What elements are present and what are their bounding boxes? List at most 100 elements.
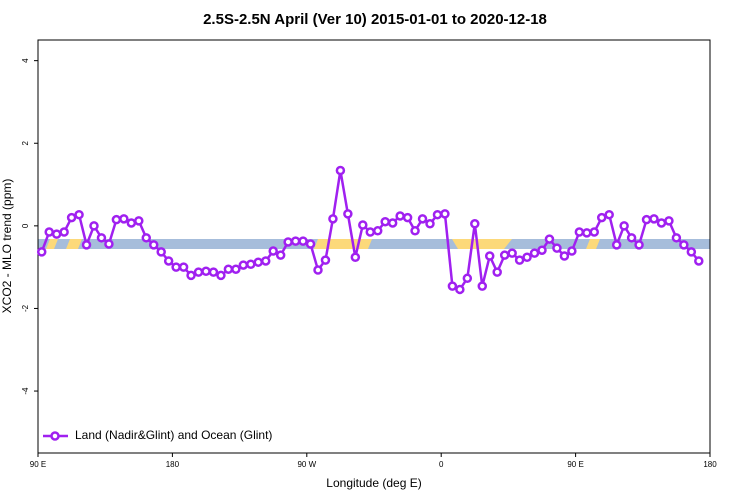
data-point bbox=[514, 255, 525, 265]
surface-band bbox=[38, 239, 710, 249]
data-point bbox=[290, 236, 301, 246]
legend-marker bbox=[50, 431, 60, 441]
data-point bbox=[343, 209, 353, 219]
data-point bbox=[275, 250, 286, 260]
data-point bbox=[246, 259, 256, 270]
data-point bbox=[537, 245, 547, 255]
ocean-band bbox=[38, 239, 710, 249]
data-point bbox=[596, 212, 607, 223]
data-point bbox=[664, 216, 674, 226]
data-point bbox=[268, 246, 278, 256]
x-tick-label: 0 bbox=[439, 460, 444, 469]
data-point bbox=[111, 214, 122, 225]
plot-frame bbox=[37, 39, 711, 454]
data-point bbox=[402, 212, 413, 223]
data-point bbox=[507, 248, 517, 258]
data-point bbox=[604, 209, 614, 220]
data-point bbox=[395, 211, 405, 221]
data-point bbox=[484, 251, 495, 261]
land-band bbox=[46, 239, 58, 249]
data-point bbox=[208, 267, 219, 277]
data-point bbox=[126, 218, 137, 228]
data-point bbox=[440, 209, 450, 219]
data-point bbox=[171, 262, 181, 272]
land-band bbox=[452, 239, 512, 249]
data-point bbox=[574, 227, 585, 237]
x-tick-label: 90 W bbox=[297, 460, 316, 469]
data-point bbox=[298, 236, 308, 246]
data-point bbox=[223, 264, 234, 274]
data-point bbox=[567, 246, 577, 256]
y-tick-label: 0 bbox=[21, 223, 30, 228]
data-point bbox=[582, 228, 592, 238]
data-point bbox=[59, 227, 69, 237]
data-point bbox=[305, 239, 316, 249]
data-point bbox=[492, 267, 502, 277]
data-point bbox=[455, 284, 465, 295]
data-point bbox=[522, 252, 532, 262]
data-point bbox=[44, 227, 54, 237]
y-axis-label: XCO2 - MLO trend (ppm) bbox=[0, 179, 14, 314]
data-point bbox=[425, 219, 435, 229]
data-point bbox=[626, 233, 637, 243]
data-point bbox=[156, 247, 166, 257]
x-axis-label: Longitude (deg E) bbox=[326, 476, 421, 490]
data-point bbox=[283, 237, 293, 247]
y-tick-label: 2 bbox=[21, 140, 30, 145]
data-point bbox=[559, 251, 570, 261]
legend-label: Land (Nadir&Glint) and Ocean (Glint) bbox=[75, 428, 272, 442]
data-point bbox=[611, 240, 622, 250]
data-point bbox=[141, 233, 152, 243]
data-point bbox=[134, 216, 144, 226]
data-point bbox=[380, 216, 390, 227]
data-point bbox=[649, 214, 659, 224]
data-point bbox=[470, 219, 480, 229]
data-point bbox=[260, 256, 271, 266]
data-point bbox=[365, 227, 376, 237]
data-point bbox=[671, 233, 682, 243]
data-point bbox=[231, 264, 241, 274]
data-point bbox=[328, 214, 338, 224]
data-point bbox=[96, 233, 107, 243]
data-point bbox=[499, 250, 510, 260]
data-point bbox=[216, 270, 226, 281]
data-point bbox=[462, 273, 473, 284]
data-point bbox=[694, 256, 704, 266]
data-point bbox=[656, 218, 667, 228]
data-point bbox=[193, 267, 204, 277]
data-point bbox=[74, 209, 84, 220]
y-tick-label: -2 bbox=[21, 304, 30, 312]
data-point bbox=[148, 240, 159, 250]
land-band bbox=[66, 239, 82, 249]
data-point bbox=[313, 265, 323, 275]
data-point bbox=[51, 229, 62, 239]
data-point bbox=[432, 209, 443, 220]
data-point bbox=[119, 214, 129, 224]
data-point bbox=[552, 243, 562, 253]
data-point bbox=[186, 270, 196, 281]
data-point bbox=[410, 226, 420, 236]
data-point bbox=[372, 226, 383, 236]
data-point bbox=[81, 240, 92, 250]
data-point bbox=[178, 262, 189, 272]
data-point bbox=[350, 252, 361, 262]
x-tick-label: 180 bbox=[166, 460, 180, 469]
x-tick-label: 90 E bbox=[30, 460, 46, 469]
data-point bbox=[320, 255, 331, 265]
data-point bbox=[104, 239, 114, 249]
data-point bbox=[447, 281, 458, 291]
data-point bbox=[253, 257, 264, 267]
y-tick-label: -4 bbox=[21, 387, 30, 395]
data-point bbox=[417, 214, 428, 224]
data-point bbox=[335, 165, 346, 176]
data-point bbox=[634, 240, 644, 250]
x-tick-label: 90 E bbox=[567, 460, 583, 469]
data-point bbox=[679, 240, 689, 250]
land-band bbox=[586, 239, 600, 249]
data-point bbox=[619, 221, 629, 231]
data-point bbox=[544, 234, 555, 244]
land-band bbox=[314, 239, 372, 249]
data-point bbox=[163, 256, 174, 266]
chart-title: 2.5S-2.5N April (Ver 10) 2015-01-01 to 2… bbox=[203, 11, 547, 28]
